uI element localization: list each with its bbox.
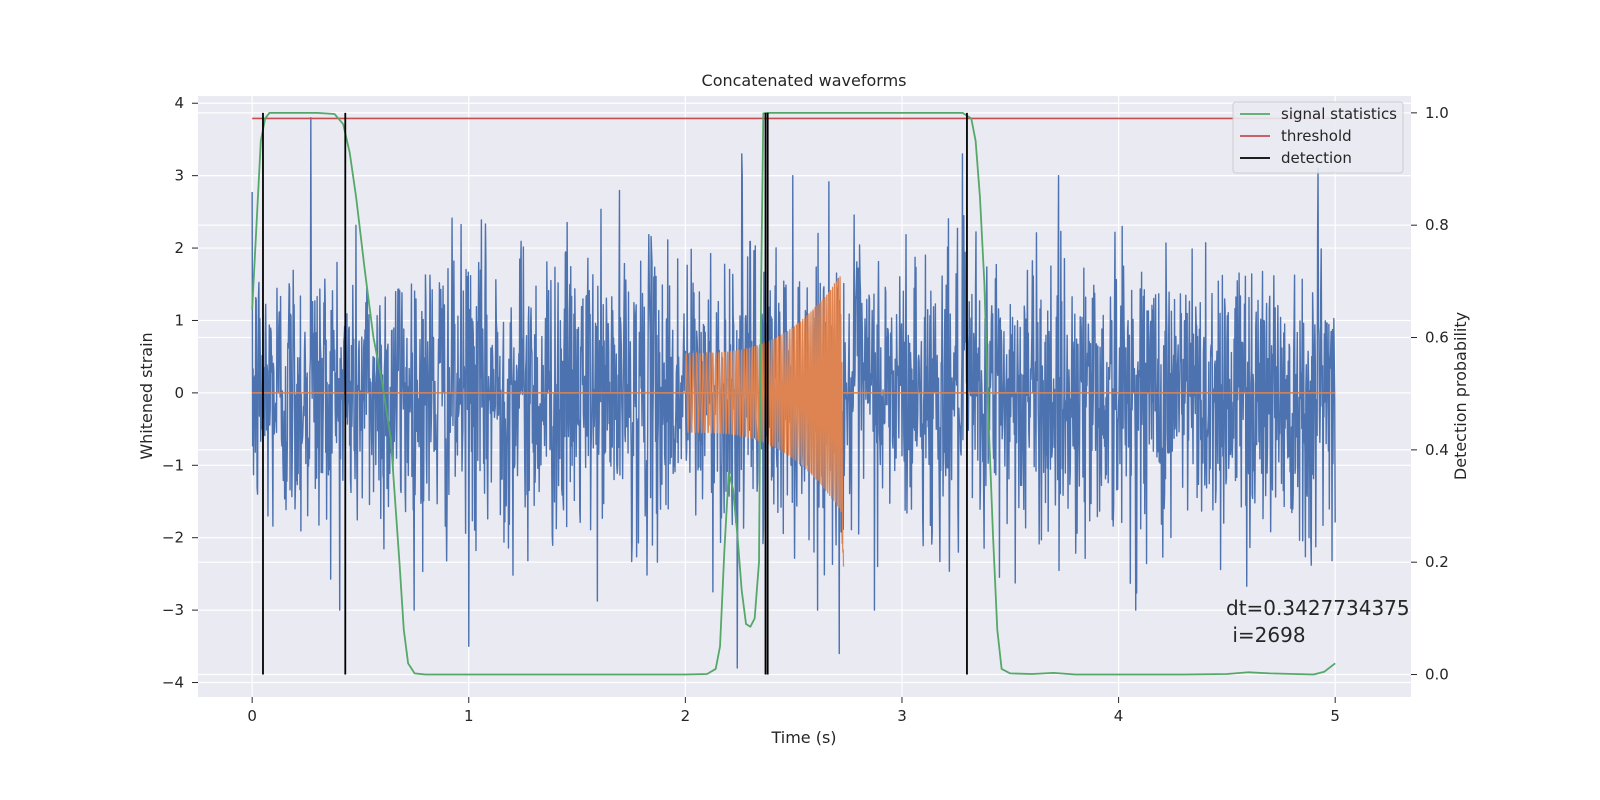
y-tick-label-left: −2 [162, 529, 184, 547]
y-tick-label-left: −3 [162, 601, 184, 619]
data-series [251, 111, 1336, 676]
y-tick-label-right: 0.6 [1425, 329, 1449, 347]
y-tick-label-right: 0.8 [1425, 216, 1449, 234]
axes: 0 1 2 3 4 5 −4 −3 −2 −1 0 1 2 3 4 0.0 0.2 0.4 0.6 0.8 1.0 [162, 94, 1449, 725]
y-axis-label-left: Whitened strain [137, 332, 156, 459]
x-tick-label: 2 [681, 707, 691, 725]
chart-title: Concatenated waveforms [702, 71, 907, 90]
y-tick-label-right: 0.0 [1425, 666, 1449, 684]
injected-waveform-chirp [684, 276, 845, 567]
legend-label-detection: detection [1281, 149, 1352, 167]
y-tick-label-left: 0 [174, 384, 184, 402]
x-axis-label: Time (s) [770, 728, 836, 747]
annotation-dt: dt=0.3427734375 [1226, 596, 1410, 620]
legend: signal statistics threshold detection [1232, 101, 1404, 174]
y-tick-label-left: 1 [174, 311, 184, 329]
x-tick-label: 0 [247, 707, 257, 725]
annotation-index: i=2698 [1226, 623, 1306, 647]
annotation: dt=0.3427734375 i=2698 [1226, 596, 1410, 647]
x-tick-label: 1 [464, 707, 474, 725]
y-tick-label-right: 0.2 [1425, 553, 1449, 571]
legend-box [1232, 101, 1404, 174]
y-tick-label-left: 3 [174, 167, 184, 185]
y-tick-label-right: 0.4 [1425, 441, 1449, 459]
y-tick-label-left: 4 [174, 94, 184, 112]
x-tick-label: 5 [1330, 707, 1340, 725]
y-axis-label-right: Detection probability [1451, 312, 1470, 480]
legend-label-threshold: threshold [1281, 127, 1352, 145]
y-tick-label-right: 1.0 [1425, 104, 1449, 122]
x-tick-label: 4 [1114, 707, 1124, 725]
y-tick-label-left: 2 [174, 239, 184, 257]
x-tick-label: 3 [897, 707, 907, 725]
legend-label-signal-statistics: signal statistics [1281, 105, 1397, 123]
y-tick-label-left: −1 [162, 456, 184, 474]
y-tick-label-left: −4 [162, 674, 184, 692]
